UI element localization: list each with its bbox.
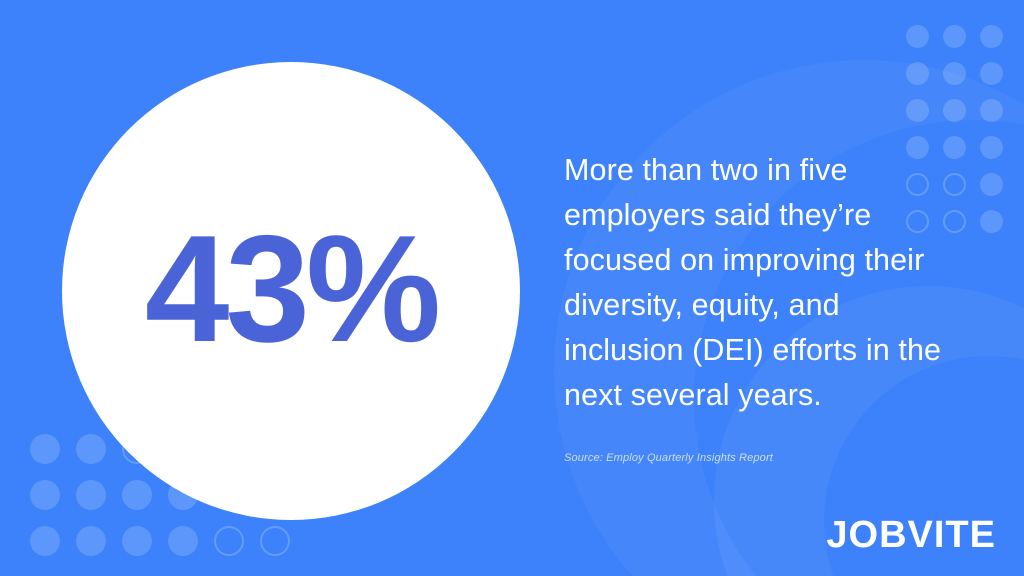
dot-filled	[943, 62, 966, 85]
dot-filled	[76, 526, 106, 556]
dot-filled	[980, 210, 1003, 233]
copy-block: More than two in five employers said the…	[564, 148, 964, 464]
dot-filled	[906, 99, 929, 122]
dot-filled	[30, 480, 60, 510]
dot-outline	[214, 526, 244, 556]
statistic-value: 43%	[144, 204, 441, 374]
statistic-circle: 43%	[62, 62, 520, 520]
dot-filled	[30, 526, 60, 556]
dot-filled	[906, 25, 929, 48]
source-attribution: Source: Employ Quarterly Insights Report	[564, 452, 773, 464]
dot-filled	[76, 480, 106, 510]
dot-filled	[122, 480, 152, 510]
dot-filled	[30, 434, 60, 464]
dot-filled	[980, 99, 1003, 122]
dot-filled	[980, 25, 1003, 48]
dot-filled	[943, 25, 966, 48]
dot-filled	[980, 173, 1003, 196]
dot-filled	[906, 62, 929, 85]
dot-filled	[76, 434, 106, 464]
dot-outline	[260, 526, 290, 556]
headline-text: More than two in five employers said the…	[564, 153, 942, 412]
dot-filled	[980, 136, 1003, 159]
dot-filled	[122, 526, 152, 556]
dot-filled	[980, 62, 1003, 85]
jobvite-logo: JOBVITE	[826, 514, 996, 556]
dot-filled	[168, 526, 198, 556]
dot-filled	[943, 99, 966, 122]
